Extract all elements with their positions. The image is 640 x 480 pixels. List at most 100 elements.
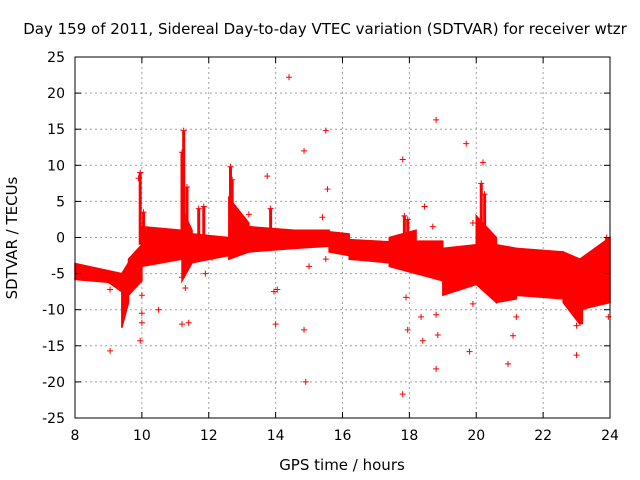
x-tick-label: 20 <box>467 428 485 444</box>
spike-tip-marker <box>267 205 274 212</box>
y-tick-label: -10 <box>42 303 65 319</box>
data-point <box>436 270 443 277</box>
data-point <box>429 223 436 230</box>
data-point <box>513 313 520 320</box>
spike-tip-marker <box>140 209 147 216</box>
data-point <box>286 74 292 81</box>
spike-tip-marker <box>229 176 236 183</box>
data-point <box>434 331 441 338</box>
data-band <box>328 230 350 257</box>
data-band <box>141 225 183 268</box>
x-tick-label: 22 <box>534 428 552 444</box>
outlier-point-layer <box>107 74 612 398</box>
spike-tip-marker <box>578 306 585 313</box>
x-axis-label: GPS time / hours <box>279 456 405 474</box>
data-point <box>463 140 470 147</box>
data-point <box>466 348 473 355</box>
spike-tip-marker <box>180 127 187 134</box>
data-point <box>322 256 329 263</box>
data-point <box>593 259 600 266</box>
spike-layer <box>137 127 610 325</box>
y-tick-label: 20 <box>47 86 65 102</box>
data-point <box>510 332 517 339</box>
data-point <box>138 310 145 317</box>
data-point <box>479 159 486 166</box>
data-point <box>302 378 309 385</box>
spike-tip-marker <box>195 205 202 212</box>
data-band <box>294 229 330 250</box>
data-point <box>505 360 512 367</box>
y-tick-label: 15 <box>47 122 65 138</box>
data-point <box>155 306 162 313</box>
data-band <box>74 262 110 284</box>
data-band <box>348 238 391 264</box>
data-point <box>399 156 406 163</box>
data-point <box>433 365 440 372</box>
y-tick-label: -20 <box>42 375 65 391</box>
data-band <box>562 250 581 327</box>
data-band <box>121 260 130 328</box>
y-tick-label: 0 <box>56 231 65 247</box>
tick-layer: 8 10 12 14 16 18 20 22 24 25 20 15 10 5 0 -5 -10 -15 -20 -2… <box>42 50 619 444</box>
data-point <box>185 319 192 326</box>
data-point <box>404 326 411 333</box>
data-point <box>135 175 142 182</box>
data-point <box>209 254 216 261</box>
data-band <box>442 243 477 297</box>
data-point <box>573 352 580 359</box>
data-point <box>319 214 326 221</box>
y-tick-label: -25 <box>42 411 65 427</box>
data-point <box>306 263 313 270</box>
y-tick-label: 5 <box>56 194 65 210</box>
data-point <box>433 311 440 318</box>
spike-tip-marker <box>227 163 234 170</box>
x-tick-label: 12 <box>200 428 218 444</box>
data-point <box>179 321 185 328</box>
data-point <box>301 147 308 154</box>
chart-title: Day 159 of 2011, Sidereal Day-to-day VTE… <box>23 20 627 38</box>
y-tick-label: -15 <box>42 339 65 355</box>
data-band <box>248 225 297 253</box>
data-band <box>415 240 444 282</box>
data-point <box>270 288 277 295</box>
x-tick-label: 10 <box>133 428 151 444</box>
spike-tip-marker <box>404 216 411 223</box>
spike-tip-marker <box>401 212 408 219</box>
x-tick-label: 18 <box>400 428 418 444</box>
data-point <box>138 319 145 326</box>
x-tick-label: 16 <box>334 428 352 444</box>
data-band <box>515 247 564 300</box>
x-tick-label: 24 <box>601 428 619 444</box>
data-point <box>433 116 440 123</box>
data-band <box>388 229 417 275</box>
data-band <box>127 242 143 298</box>
y-tick-label: 10 <box>47 158 65 174</box>
data-point <box>138 292 145 299</box>
data-point <box>399 391 406 398</box>
data-point <box>272 321 279 328</box>
data-point <box>469 300 476 307</box>
y-tick-label: -5 <box>51 267 65 283</box>
data-band <box>495 243 518 304</box>
data-point <box>137 337 144 344</box>
data-point <box>107 286 114 293</box>
data-band <box>475 213 498 305</box>
data-point <box>419 259 426 266</box>
data-point <box>107 347 114 354</box>
spike-tip-marker <box>200 203 207 210</box>
spike-tip-marker <box>137 169 144 176</box>
data-point <box>419 337 426 344</box>
y-axis-label: SDTVAR / TECUs <box>3 176 21 299</box>
x-tick-label: 8 <box>71 428 80 444</box>
data-point <box>182 285 189 292</box>
data-point <box>202 270 209 277</box>
y-tick-label: 25 <box>47 50 65 66</box>
data-point <box>264 173 271 180</box>
spike-tip-marker <box>478 180 485 187</box>
data-point <box>322 127 329 134</box>
data-point <box>179 274 185 281</box>
spike-tip-marker <box>481 191 488 198</box>
data-point <box>469 220 476 227</box>
data-point <box>573 322 580 329</box>
